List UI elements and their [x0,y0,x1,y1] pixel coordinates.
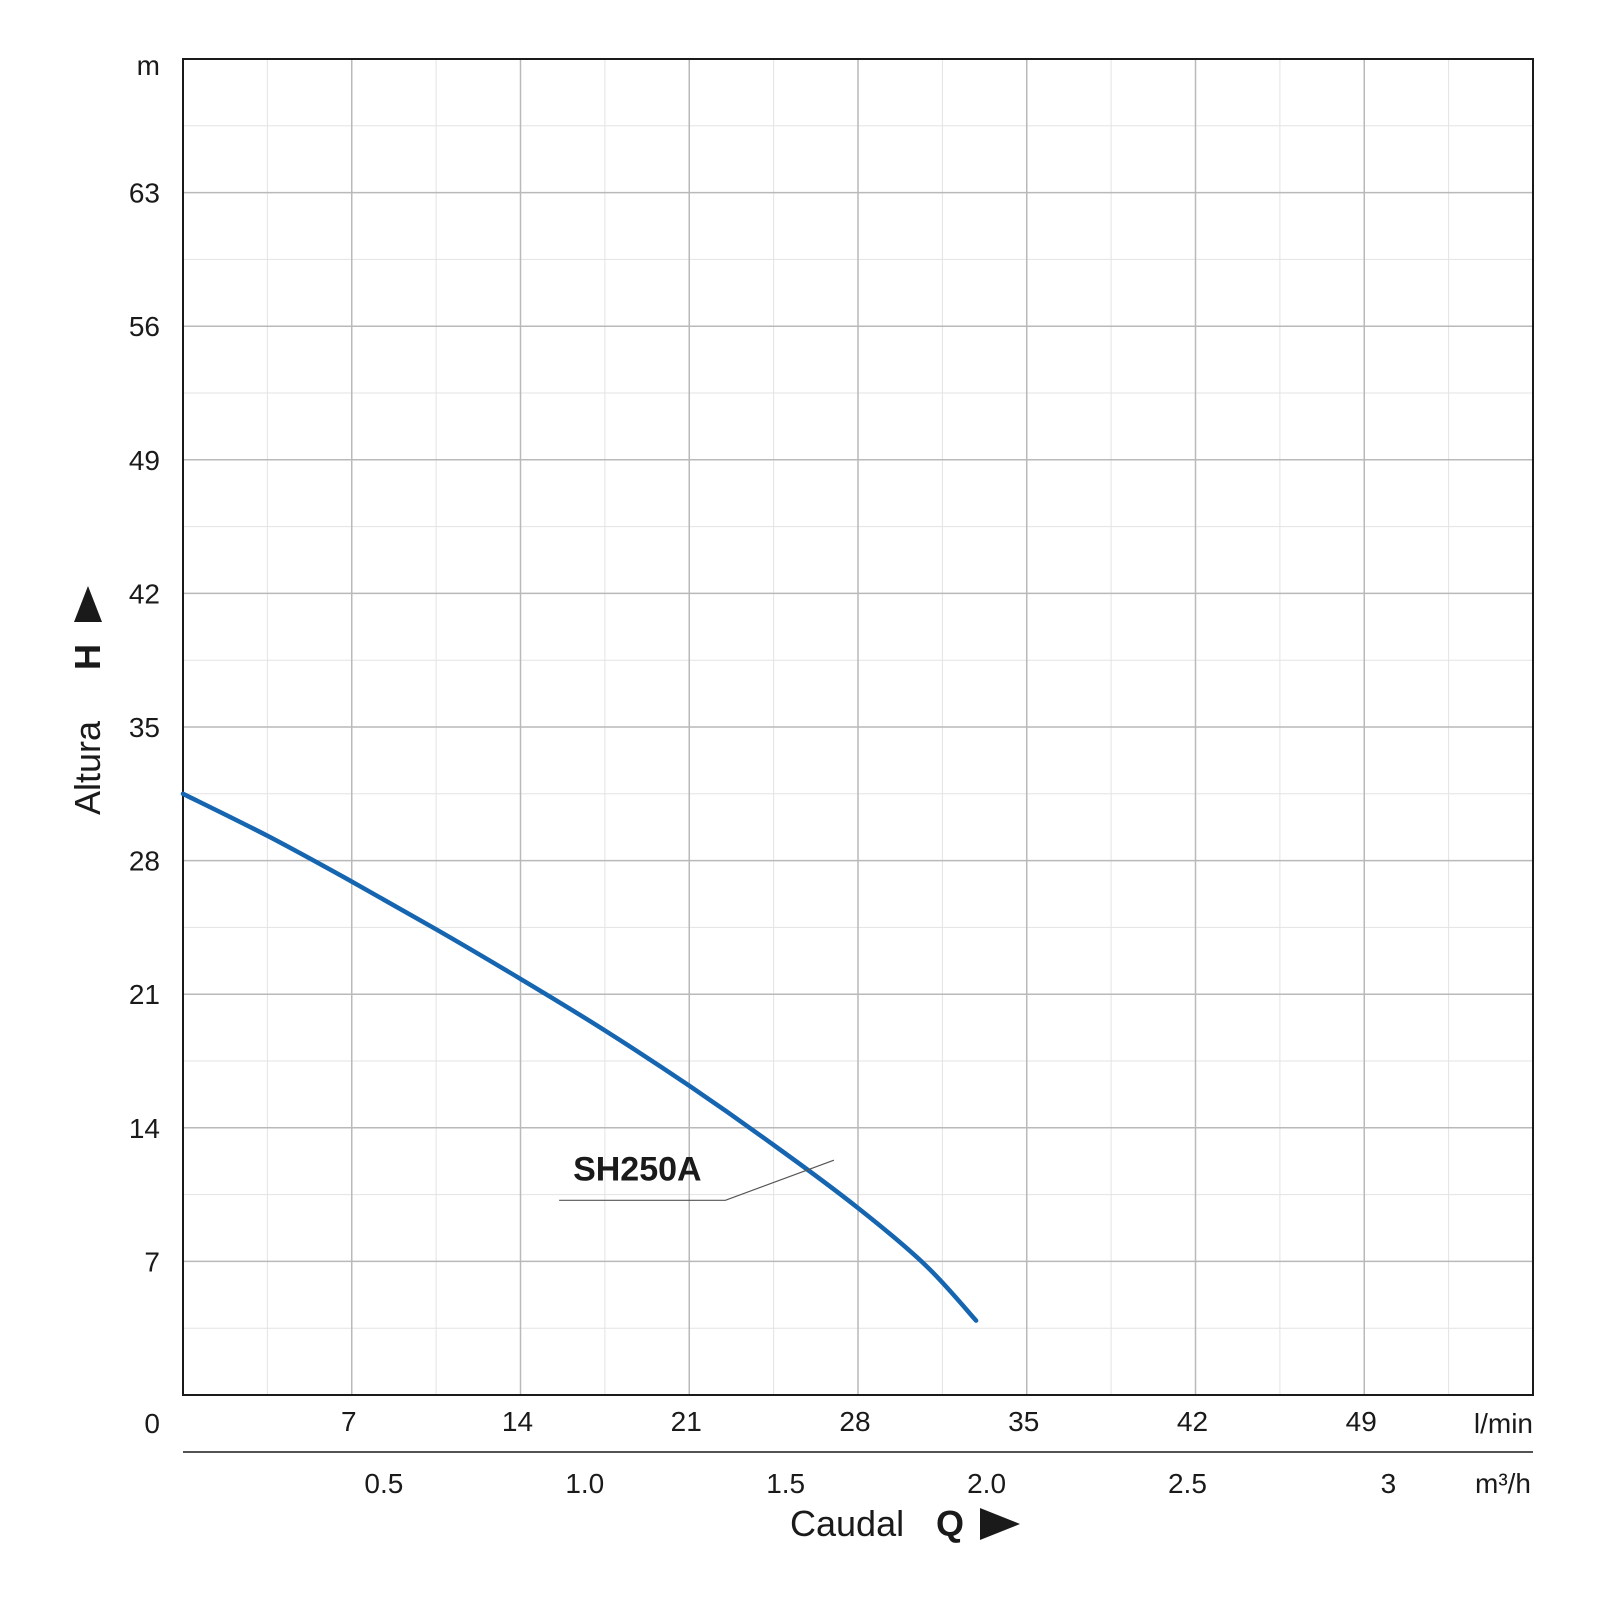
series-label: SH250A [573,1150,702,1188]
series-label-leader [559,1159,835,1201]
x-tick-label-primary: 42 [1177,1406,1208,1437]
x-tick-label-secondary: 3 [1381,1468,1397,1499]
x-tick-label-secondary: 2.0 [967,1468,1006,1499]
y-axis-unit: m [137,50,160,81]
x-axis-symbol: Q [936,1503,964,1544]
y-axis-arrow-icon [74,586,102,622]
y-tick-label: 42 [129,578,160,609]
y-tick-label: 63 [129,178,160,209]
x-axis-title: Caudal Q [790,1503,1020,1544]
x-tick-label-primary: 28 [839,1406,870,1437]
plot-frame [182,58,1534,1396]
x-tick-label-primary: 21 [671,1406,702,1437]
x-axis-primary-ticks: 7 14 21 28 35 42 49 [341,1406,1377,1437]
x-tick-label-secondary: 1.0 [565,1468,604,1499]
x-tick-label-secondary: 2.5 [1168,1468,1207,1499]
y-tick-label: 49 [129,445,160,476]
x-tick-label-secondary: 0.5 [364,1468,403,1499]
y-axis-title-text: Altura [67,720,108,815]
x-axis-title-text: Caudal [790,1503,904,1544]
x-tick-label-primary: 35 [1008,1406,1039,1437]
y-tick-label: 7 [144,1246,160,1277]
series-line-sh250a [180,791,979,1323]
x-axis-secondary-ticks: 0.5 1.0 1.5 2.0 2.5 3 [364,1468,1396,1499]
y-tick-label: 56 [129,311,160,342]
x-tick-label-primary: 14 [502,1406,533,1437]
y-axis-ticks: 0 7 14 21 28 35 42 49 56 63 [129,178,160,1439]
x-tick-label-secondary: 1.5 [766,1468,805,1499]
x-axis-primary-unit: l/min [1474,1408,1533,1439]
y-tick-label: 28 [129,846,160,877]
x-axis-secondary-unit: m³/h [1475,1468,1531,1499]
major-grid [183,59,1533,1395]
series-layer: SH250A [180,791,979,1323]
y-tick-label: 21 [129,979,160,1010]
x-tick-label-primary: 49 [1346,1406,1377,1437]
y-axis-symbol: H [67,644,108,670]
y-axis-title: Altura H [67,586,108,815]
y-tick-label: 14 [129,1113,160,1144]
y-tick-label: 0 [144,1408,160,1439]
x-axis-arrow-icon [980,1508,1020,1540]
x-tick-label-primary: 7 [341,1406,357,1437]
y-tick-label: 35 [129,712,160,743]
